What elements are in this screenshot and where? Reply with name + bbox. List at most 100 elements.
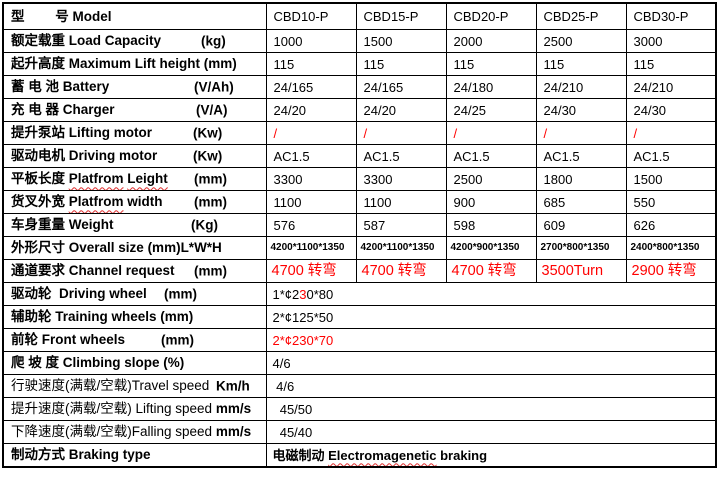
spec-value-weight-col2: 587 (355, 213, 447, 237)
table-row-lifting-motor: 提升泵站 Lifting motor (Kw) / / / / / (2, 121, 717, 145)
spec-value-weight-col1: 576 (265, 213, 357, 237)
text-part: 行驶速度(满载/空载) (11, 378, 132, 394)
spec-label-charger: 充 电 器 Charger (V/A) (2, 98, 267, 122)
spec-value-lifting-motor-col1: / (265, 121, 357, 145)
spec-value-load-capacity-col4: 2500 (535, 29, 627, 53)
spec-label-training-wheels: 辅助轮 Training wheels (mm) (2, 305, 267, 329)
spec-value-model-col1: CBD10-P (265, 2, 357, 30)
table-row-battery: 蓄 电 池 Battery (V/Ah) 24/165 24/165 24/180 24/… (2, 75, 717, 99)
text-part: 通道要求 (11, 263, 69, 279)
text-part: 2*¢230*70 (272, 332, 334, 348)
spec-value-overall-size-col3: 4200*900*1350 (445, 236, 537, 260)
text-part: mm/s (215, 401, 252, 417)
spec-label-driving-wheel: 驱动轮 Driving wheel (mm) (2, 282, 267, 306)
spec-label-platform-width: 货叉外宽 Platfrom width (mm) (2, 190, 267, 214)
spec-value-channel-request-col1: 4700 转弯 (265, 259, 357, 283)
spec-label-lifting-motor: 提升泵站 Lifting motor (Kw) (2, 121, 267, 145)
text-part: 驱动轮 (11, 286, 60, 302)
text-part: 平板长度 (11, 171, 69, 187)
text-part: 4/6 (272, 378, 295, 394)
text-part: mm/s (215, 424, 252, 440)
spec-value-battery-col3: 24/180 (445, 75, 537, 99)
spec-value-driving-motor-col4: AC1.5 (535, 144, 627, 168)
text-part: 充 电 器 (11, 102, 63, 118)
unit-label: (kg) (201, 33, 226, 49)
spec-value-load-capacity-col5: 3000 (625, 29, 717, 53)
spec-value-model-col3: CBD20-P (445, 2, 537, 30)
spec-label-driving-motor: 驱动电机 Driving motor (Kw) (2, 144, 267, 168)
text-part: 蓄 电 池 (11, 79, 63, 95)
unit-label: (Kw) (193, 148, 223, 164)
spec-label-travel-speed: 行驶速度(满载/空载)Travel speed Km/h (2, 374, 267, 398)
spec-value-lifting-motor-col3: / (445, 121, 537, 145)
spec-value-battery-col4: 24/210 (535, 75, 627, 99)
spec-label-platform-length: 平板长度 Platfrom Leight (mm) (2, 167, 267, 191)
spec-value-weight-col4: 609 (535, 213, 627, 237)
text-part: Platfrom (68, 194, 124, 210)
text-part: Lifting speed (135, 401, 216, 417)
spec-value-channel-request-col3: 4700 转弯 (445, 259, 537, 283)
spec-label-model: 型 号 Model (2, 2, 267, 30)
text-part: 额定载重 (11, 33, 69, 49)
spec-label-front-wheels: 前轮 Front wheels (mm) (2, 328, 267, 352)
text-part: Training wheels (mm) (55, 309, 194, 325)
text-part: width (123, 194, 163, 210)
spec-value-platform-length-col1: 3300 (265, 167, 357, 191)
table-row-overall-size: 外形尺寸 Overall size (mm)L*W*H 4200*1100*135… (2, 236, 717, 260)
spec-value-platform-length-col2: 3300 (355, 167, 447, 191)
unit-label: Km/h (216, 378, 250, 394)
spec-label-falling-speed: 下降速度(满载/空载)Falling speed mm/s (2, 420, 267, 444)
table-row-climbing-slope: 爬 坡 度 Climbing slope (%) 4/6 (2, 351, 717, 375)
spec-value-charger-col2: 24/20 (355, 98, 447, 122)
spec-value-channel-request-col5: 2900 转弯 (625, 259, 717, 283)
spec-value-platform-length-col3: 2500 (445, 167, 537, 191)
text-part: Driving wheel (59, 286, 147, 302)
text-part: Leight (127, 171, 168, 187)
table-row-charger: 充 电 器 Charger (V/A) 24/20 24/20 24/25 24/30 24… (2, 98, 717, 122)
spec-value-lifting-motor-col2: / (355, 121, 447, 145)
spec-label-climbing-slope: 爬 坡 度 Climbing slope (%) (2, 351, 267, 375)
spec-value-climbing-slope: 4/6 (265, 351, 717, 375)
spec-value-platform-width-col3: 900 (445, 190, 537, 214)
text-part: 驱动电机 (11, 148, 69, 164)
spec-value-platform-width-col5: 550 (625, 190, 717, 214)
spec-label-load-capacity: 额定载重 Load Capacity (kg) (2, 29, 267, 53)
text-part: 提升速度(满载/空载) (11, 401, 136, 417)
spec-value-overall-size-col2: 4200*1100*1350 (355, 236, 447, 260)
table-row-platform-length: 平板长度 Platfrom Leight (mm) 3300 3300 2500 1800… (2, 167, 717, 191)
unit-label: (Kg) (191, 217, 218, 233)
text-part: Battery (62, 79, 110, 95)
table-row-braking-type: 制动方式 Braking type 电磁制动 Electromagenetic b… (2, 443, 717, 468)
text-part: 电磁制动 (272, 447, 329, 463)
text-part: Maximum Lift height (mm) (68, 56, 237, 72)
text-part: 45/40 (272, 424, 313, 440)
table-row-front-wheels: 前轮 Front wheels (mm) 2*¢230*70 (2, 328, 717, 352)
spec-value-charger-col4: 24/30 (535, 98, 627, 122)
spec-label-weight: 车身重量 Weight (Kg) (2, 213, 267, 237)
table-row-load-capacity: 额定载重 Load Capacity (kg) 1000 1500 2000 2500 30… (2, 29, 717, 53)
text-part: 45/50 (272, 401, 313, 417)
spec-value-max-lift-height-col1: 115 (265, 52, 357, 76)
spec-value-platform-width-col4: 685 (535, 190, 627, 214)
spec-value-model-col5: CBD30-P (625, 2, 717, 30)
spec-label-lifting-speed: 提升速度(满载/空载) Lifting speed mm/s (2, 397, 267, 421)
text-part: Braking type (68, 447, 151, 463)
unit-label: (mm) (194, 171, 227, 187)
text-part: Front wheels (41, 332, 126, 348)
text-part: 下降速度(满载/空载) (11, 424, 132, 440)
spec-value-driving-wheel: 1*¢230*80 (265, 282, 717, 306)
unit-label: (mm) (161, 332, 194, 348)
text-part: 3 (299, 286, 307, 302)
spec-value-driving-motor-col5: AC1.5 (625, 144, 717, 168)
text-part: 0*80 (306, 286, 334, 302)
spec-value-driving-motor-col1: AC1.5 (265, 144, 357, 168)
spec-value-braking-type: 电磁制动 Electromagenetic braking (265, 443, 717, 468)
spec-value-overall-size-col4: 2700*800*1350 (535, 236, 627, 260)
unit-label: (mm) (194, 263, 227, 279)
unit-label: (V/A) (196, 102, 228, 118)
spec-value-model-col4: CBD25-P (535, 2, 627, 30)
spec-value-travel-speed: 4/6 (265, 374, 717, 398)
spec-value-charger-col1: 24/20 (265, 98, 357, 122)
table-row-model: 型 号 Model CBD10-P CBD15-P CBD20-P CBD25-P CBD… (2, 2, 717, 30)
table-row-falling-speed: 下降速度(满载/空载)Falling speed mm/s 45/40 (2, 420, 717, 444)
